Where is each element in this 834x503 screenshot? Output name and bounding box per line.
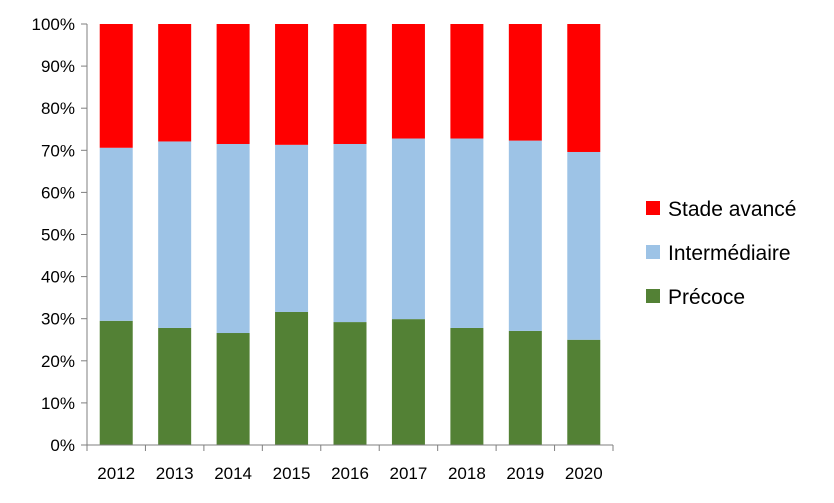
x-tick-label-2015: 2015 (273, 464, 311, 483)
legend-swatch-stade-avance (646, 201, 660, 215)
y-tick-label: 70% (41, 141, 75, 160)
bar-precoce-2018 (450, 327, 484, 445)
x-tick-label-2014: 2014 (214, 464, 252, 483)
bars-group (99, 24, 601, 445)
x-tick-label-2018: 2018 (448, 464, 486, 483)
y-tick-label: 100% (32, 15, 75, 34)
bar-intermediaire-2018 (450, 138, 484, 328)
bar-intermediaire-2019 (508, 140, 542, 331)
bar-stade-avance-2018 (450, 24, 484, 139)
bar-intermediaire-2017 (391, 138, 425, 320)
bar-intermediaire-2016 (333, 143, 367, 323)
y-tick-label: 90% (41, 57, 75, 76)
bar-intermediaire-2012 (99, 147, 133, 321)
bar-precoce-2017 (391, 319, 425, 445)
x-tick-label-2020: 2020 (565, 464, 603, 483)
bar-stade-avance-2016 (333, 24, 367, 144)
legend-label-stade-avance: Stade avancé (668, 198, 796, 221)
y-tick-label: 0% (50, 436, 75, 455)
legend: Stade avancé Intermédiaire Précoce (646, 198, 796, 309)
x-tick-label-2012: 2012 (97, 464, 135, 483)
bar-intermediaire-2020 (567, 151, 601, 340)
bar-stade-avance-2020 (567, 24, 601, 152)
x-tick-label-2013: 2013 (156, 464, 194, 483)
legend-label-intermediaire: Intermédiaire (668, 242, 791, 265)
bar-intermediaire-2013 (158, 141, 192, 328)
x-tick-label-2016: 2016 (331, 464, 369, 483)
x-tick-label-2019: 2019 (506, 464, 544, 483)
y-axis-ticks: 0% 10% 20% 30% 40% 50% 60% 70% 80% 90% 100% (32, 15, 87, 455)
y-tick-label: 60% (41, 183, 75, 202)
y-tick-label: 40% (41, 268, 75, 287)
bar-precoce-2015 (275, 311, 309, 445)
y-tick-label: 10% (41, 394, 75, 413)
x-axis-ticks: 2012 2013 2014 2015 2016 2017 2018 2019 2020 (86, 445, 614, 483)
y-tick-label: 20% (41, 352, 75, 371)
bar-intermediaire-2014 (216, 143, 250, 334)
bar-precoce-2012 (99, 320, 133, 445)
legend-label-precoce: Précoce (668, 286, 745, 309)
bar-precoce-2016 (333, 322, 367, 445)
bar-intermediaire-2015 (275, 144, 309, 312)
y-tick-label: 30% (41, 310, 75, 329)
legend-swatch-precoce (646, 289, 660, 303)
y-tick-label: 80% (41, 99, 75, 118)
bar-stade-avance-2013 (158, 24, 192, 142)
bar-precoce-2020 (567, 339, 601, 445)
legend-swatch-intermediaire (646, 245, 660, 259)
bar-stade-avance-2012 (99, 24, 133, 148)
bar-stade-avance-2017 (391, 24, 425, 139)
bar-stade-avance-2014 (216, 24, 250, 144)
x-tick-label-2017: 2017 (390, 464, 428, 483)
bar-precoce-2014 (216, 333, 250, 445)
y-tick-label: 50% (41, 226, 75, 245)
bar-stade-avance-2015 (275, 24, 309, 145)
bar-stade-avance-2019 (508, 24, 542, 141)
bar-precoce-2019 (508, 330, 542, 445)
bar-precoce-2013 (158, 327, 192, 445)
